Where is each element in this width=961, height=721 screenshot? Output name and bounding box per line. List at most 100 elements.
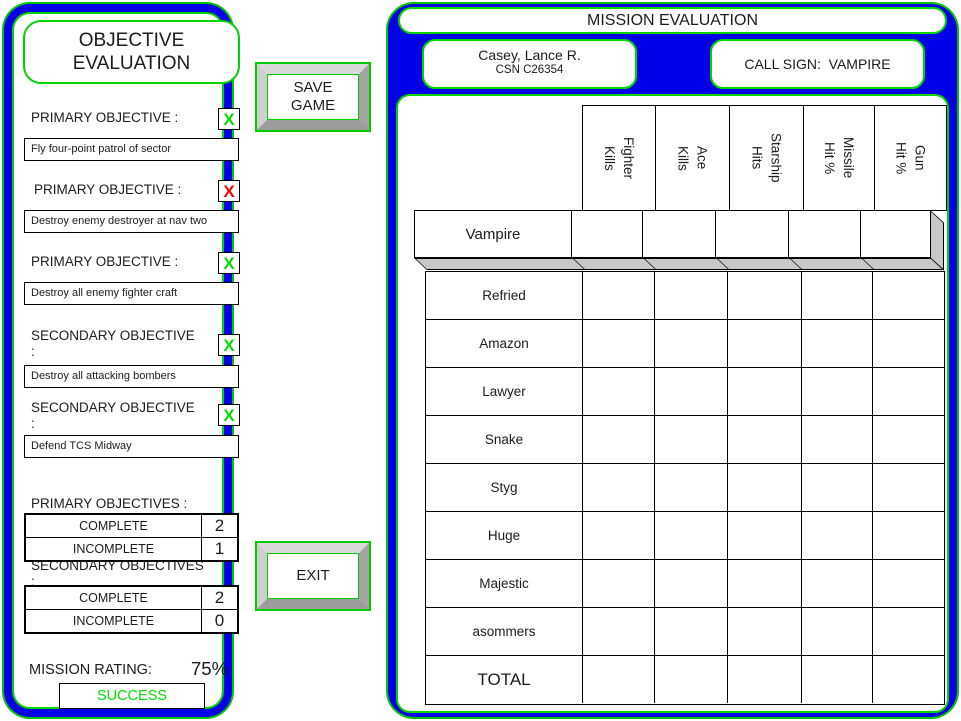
- stat-cell: [728, 416, 802, 463]
- stat-cell: [643, 211, 716, 257]
- stat-cell: [789, 211, 861, 257]
- pilot-row: Lawyer: [426, 368, 944, 416]
- stat-cell: [583, 512, 655, 559]
- stat-cell: [728, 464, 802, 511]
- summary-row-name: COMPLETE: [26, 587, 202, 609]
- pilot-name-cell: Lawyer: [426, 368, 583, 415]
- stat-cell: [873, 368, 944, 415]
- mission-evaluation-panel: MISSION EVALUATION Casey, Lance R. CSN C…: [388, 4, 957, 717]
- pilot-row: asommers: [426, 608, 944, 656]
- objective-evaluation-panel: OBJECTIVE EVALUATION PRIMARY OBJECTIVE :…: [4, 4, 240, 717]
- stat-cell: [802, 464, 873, 511]
- summary-row-value: 1: [214, 539, 225, 558]
- objective-status-box: X: [218, 334, 240, 356]
- stat-cell: [583, 656, 655, 703]
- exit-button[interactable]: EXIT: [255, 541, 371, 611]
- objective-status-mark: X: [223, 335, 235, 355]
- column-header-text: Ace Kills: [675, 145, 710, 171]
- pilot-row: Snake: [426, 416, 944, 464]
- pilot-name-box: Casey, Lance R. CSN C26354: [422, 39, 637, 89]
- stat-cell: [583, 464, 655, 511]
- pilot-name-cell: Refried: [426, 272, 583, 319]
- stat-cell: [873, 464, 944, 511]
- objective-status-mark: X: [223, 181, 235, 201]
- stat-cell: [583, 416, 655, 463]
- stat-cell: [583, 368, 655, 415]
- stat-cell: [728, 512, 802, 559]
- stat-cell: [583, 272, 655, 319]
- column-header-text: Starship Hits: [749, 133, 784, 183]
- summary-row-name: INCOMPLETE: [26, 538, 202, 560]
- call-sign-text: CALL SIGN: VAMPIRE: [744, 56, 891, 72]
- stat-cell: [655, 560, 728, 607]
- stat-cell: [802, 272, 873, 319]
- stat-cell: [802, 512, 873, 559]
- summary-row: COMPLETE 2: [26, 515, 237, 537]
- column-header-text: Fighter Kills: [602, 136, 636, 180]
- mission-result-text: SUCCESS: [96, 688, 168, 704]
- player-row: Vampire: [414, 210, 931, 258]
- player-callsign-cell: Vampire: [415, 211, 572, 257]
- objective-text-field: Destroy all enemy fighter craft: [24, 282, 239, 305]
- exit-button-label: EXIT: [267, 553, 359, 599]
- objective-panel-title-text: OBJECTIVE EVALUATION: [72, 30, 191, 74]
- objective-status-box: X: [218, 404, 240, 426]
- save-game-button[interactable]: SAVE GAME: [255, 62, 371, 132]
- pilot-row: Styg: [426, 464, 944, 512]
- stat-cell: [572, 211, 643, 257]
- pilot-row: Majestic: [426, 560, 944, 608]
- stat-cell: [728, 320, 802, 367]
- objective-text-field: Destroy all attacking bombers: [24, 365, 239, 388]
- mission-evaluation-title: MISSION EVALUATION: [398, 7, 947, 34]
- objective-text-field: Defend TCS Midway: [24, 435, 239, 458]
- column-header-starship-hits: Starship Hits: [729, 105, 804, 211]
- stat-cell: [728, 272, 802, 319]
- summary-row-value: 2: [214, 588, 225, 607]
- objective-label: PRIMARY OBJECTIVE :: [34, 182, 182, 197]
- shadow-divider: [862, 259, 874, 269]
- pilot-row: Refried: [426, 272, 944, 320]
- objective-label: PRIMARY OBJECTIVE :: [31, 110, 179, 125]
- objective-status-mark: X: [223, 405, 235, 425]
- stat-cell: [802, 656, 873, 703]
- stat-cell: [802, 416, 873, 463]
- stat-cell: [873, 320, 944, 367]
- column-header-missile-hit-pct: Missile Hit %: [803, 105, 875, 211]
- column-header-text: Missile Hit %: [822, 137, 856, 179]
- stat-cell: [583, 608, 655, 655]
- stat-cell: [873, 656, 944, 703]
- stat-cell: [802, 320, 873, 367]
- mission-rating-label: MISSION RATING:: [29, 662, 152, 678]
- stat-cell: [716, 211, 789, 257]
- objective-panel-body: OBJECTIVE EVALUATION PRIMARY OBJECTIVE :…: [12, 12, 240, 709]
- stat-cell: [583, 320, 655, 367]
- call-sign-box: CALL SIGN: VAMPIRE: [710, 39, 925, 89]
- objective-label: PRIMARY OBJECTIVE :: [31, 254, 179, 269]
- stat-cell: [655, 608, 728, 655]
- stat-cell: [655, 416, 728, 463]
- stat-cell: [655, 320, 728, 367]
- objective-status-mark: X: [223, 253, 235, 273]
- stat-cell: [728, 656, 802, 703]
- pilot-name: Casey, Lance R.: [478, 47, 581, 63]
- objective-panel-title: OBJECTIVE EVALUATION: [23, 20, 240, 84]
- stat-cell: [873, 272, 944, 319]
- summary-row: COMPLETE 2: [26, 587, 237, 609]
- pilot-stats-table: Refried Amazon Lawyer: [425, 271, 945, 705]
- column-header-text: Gun Hit %: [893, 141, 928, 175]
- stat-cell: [655, 656, 728, 703]
- stat-cell: [655, 272, 728, 319]
- stat-cell: [802, 368, 873, 415]
- shadow-divider: [644, 259, 656, 269]
- exit-button-bevel: EXIT: [257, 543, 369, 609]
- total-row: TOTAL: [426, 656, 944, 703]
- stat-cell: [728, 608, 802, 655]
- stat-cell: [873, 560, 944, 607]
- objective-status-box: X: [218, 252, 240, 274]
- pilot-name-cell: Majestic: [426, 560, 583, 607]
- mission-rating-value: 75%: [191, 658, 229, 679]
- shadow-divider: [573, 259, 585, 269]
- pilot-name-cell: Styg: [426, 464, 583, 511]
- summary-row-value: 0: [214, 611, 225, 630]
